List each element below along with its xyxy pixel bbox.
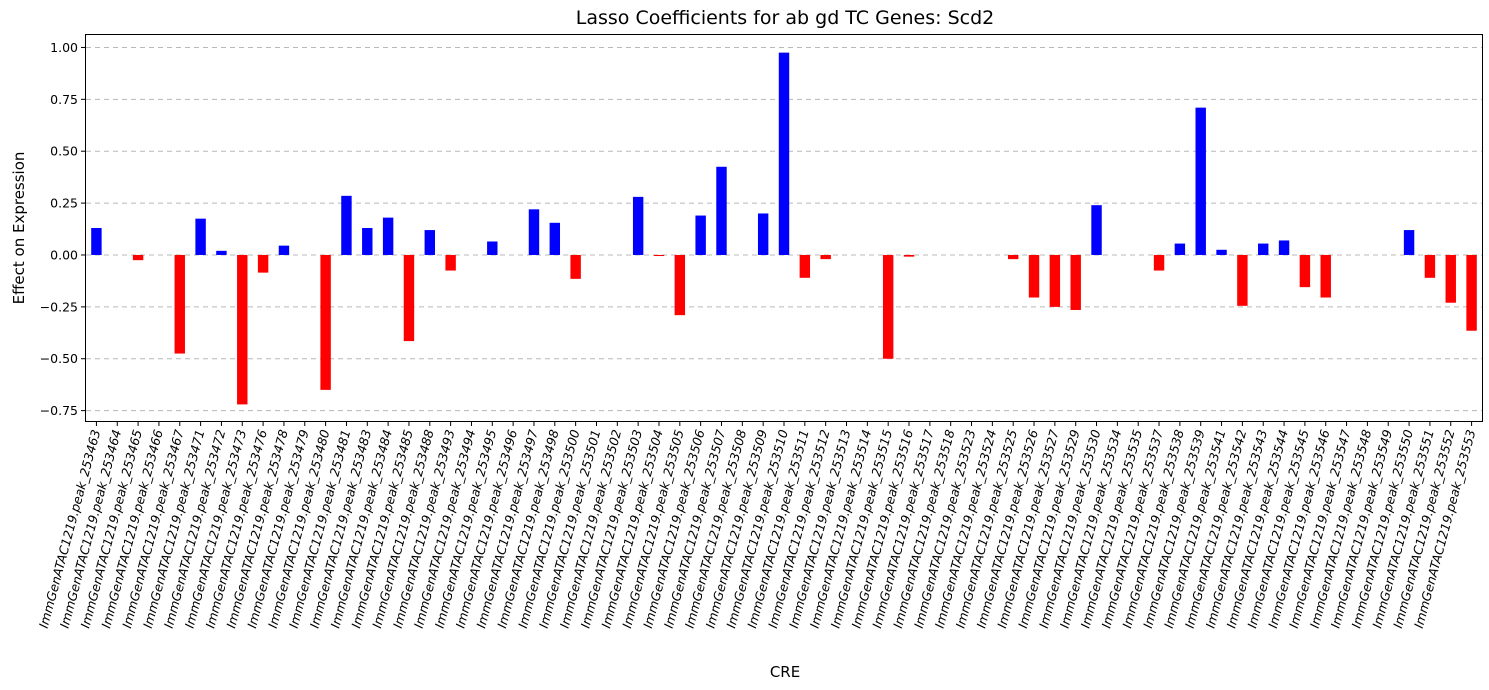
bar [341,195,352,255]
bar [424,230,435,255]
bar [799,254,811,278]
bar [528,209,540,255]
y-tick-label: 0.50 [50,144,78,159]
bar [257,254,269,273]
bar [445,254,456,271]
bar [716,166,727,255]
y-tick-label: 0.75 [50,92,78,107]
y-tick-label: −0.75 [40,403,78,418]
bar [1049,254,1061,307]
bar [1174,243,1186,255]
bar [1070,254,1081,310]
bar [1278,240,1290,255]
bar [1237,254,1248,306]
y-axis-label: Effect on Expression [10,152,28,305]
y-tick-label: 0.25 [50,196,78,211]
bar [570,254,581,279]
y-tick-label: 0.00 [50,247,78,262]
bar [1258,243,1269,255]
bar [757,213,769,255]
bar [1091,205,1102,255]
bar [1320,254,1331,298]
bar [216,250,227,255]
bar [487,241,498,255]
y-tick-label: −0.25 [40,299,78,314]
bar [403,254,415,342]
bar [278,245,290,255]
bar [1299,254,1311,288]
x-axis-label: CRE [770,663,800,681]
bar [1466,254,1477,331]
bar [320,254,331,390]
bar [1216,249,1227,255]
bar [695,215,706,255]
bar [1403,230,1415,255]
bar [674,254,686,316]
bar [1028,254,1040,298]
bar [632,196,644,255]
bar [237,254,248,405]
bar [820,254,831,260]
bar [382,217,394,255]
bar [1195,107,1206,255]
bar [1007,254,1019,260]
bar [195,218,206,255]
bar [1445,254,1456,303]
chart-title: Lasso Coefficients for ab gd TC Genes: S… [576,7,995,29]
x-axis: ImmGenATAC1219.peak_253463ImmGenATAC1219… [36,421,1478,630]
bar [778,52,790,255]
bar [1424,254,1436,278]
y-axis: −0.75 −0.50 −0.25 0.00 0.25 0.50 0.75 1.00 [40,40,86,418]
bar [91,228,102,255]
bar [174,254,185,354]
bar [362,228,373,255]
bar [1153,254,1165,271]
y-tick-label: 1.00 [50,40,78,55]
bar [132,254,144,261]
bar [549,222,561,255]
bar [653,254,665,257]
bar [882,254,894,359]
bars [91,52,1477,405]
bar [903,254,915,257]
y-tick-label: −0.50 [40,351,78,366]
